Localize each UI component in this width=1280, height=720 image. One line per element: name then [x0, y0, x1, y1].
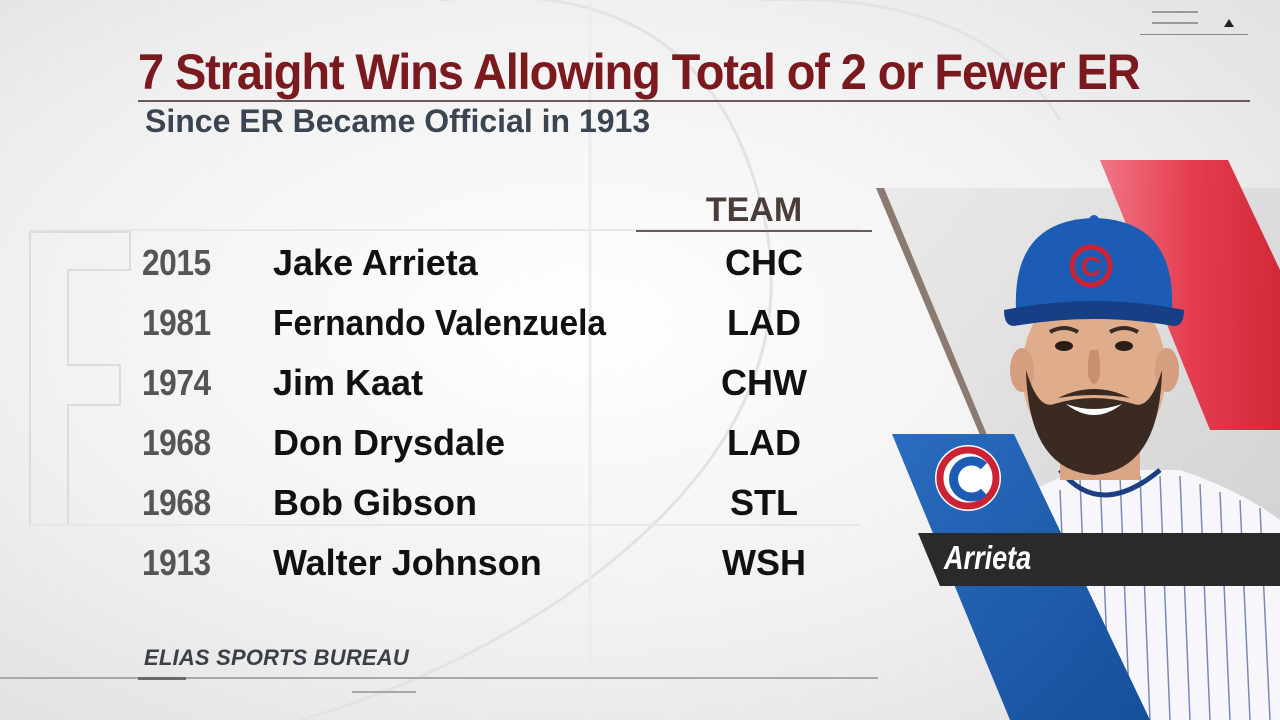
- footer-divider: [0, 677, 878, 679]
- row-team: LAD: [727, 422, 801, 463]
- row-player-name: Bob Gibson: [273, 482, 477, 523]
- row-team: LAD: [727, 302, 801, 343]
- row-year: 2015: [142, 242, 211, 283]
- row-year: 1968: [142, 482, 211, 523]
- page-title: 7 Straight Wins Allowing Total of 2 or F…: [138, 44, 1141, 100]
- row-year: 1913: [142, 542, 211, 583]
- row-player-name: Don Drysdale: [273, 422, 506, 463]
- list-item: 1968 Don Drysdale LAD: [0, 414, 880, 474]
- row-year: 1981: [142, 302, 211, 343]
- footer-accent-short: [352, 691, 416, 693]
- svg-text:C: C: [1081, 251, 1101, 282]
- row-year: 1968: [142, 422, 211, 463]
- row-team: WSH: [722, 542, 806, 583]
- title-divider: [138, 100, 1250, 102]
- top-right-menu-indicator: [1140, 0, 1248, 38]
- list-item: 1974 Jim Kaat CHW: [0, 354, 880, 414]
- row-player-name: Jake Arrieta: [273, 242, 478, 283]
- source-credit: ELIAS SPORTS BUREAU: [144, 645, 409, 670]
- row-team: CHC: [725, 242, 803, 283]
- row-player-name: Jim Kaat: [273, 362, 424, 403]
- triangle-up-icon: [1224, 19, 1234, 27]
- footer-accent: [138, 677, 186, 680]
- list-item: 1981 Fernando Valenzuela LAD: [0, 294, 880, 354]
- team-column-header: TEAM: [705, 191, 803, 229]
- list-item: 2015 Jake Arrieta CHC: [0, 234, 880, 294]
- player-name-label: Arrieta: [944, 539, 1032, 576]
- list-item: 1913 Walter Johnson WSH: [0, 534, 880, 594]
- list-item: 1968 Bob Gibson STL: [0, 474, 880, 534]
- row-team: CHW: [721, 362, 807, 403]
- player-panel: C: [876, 160, 1280, 720]
- row-player-name: Walter Johnson: [273, 542, 542, 583]
- row-player-name: Fernando Valenzuela: [273, 302, 607, 343]
- row-year: 1974: [142, 362, 211, 403]
- row-team: STL: [730, 482, 798, 523]
- page-subtitle: Since ER Became Official in 1913: [145, 103, 651, 139]
- team-header-divider: [636, 230, 872, 232]
